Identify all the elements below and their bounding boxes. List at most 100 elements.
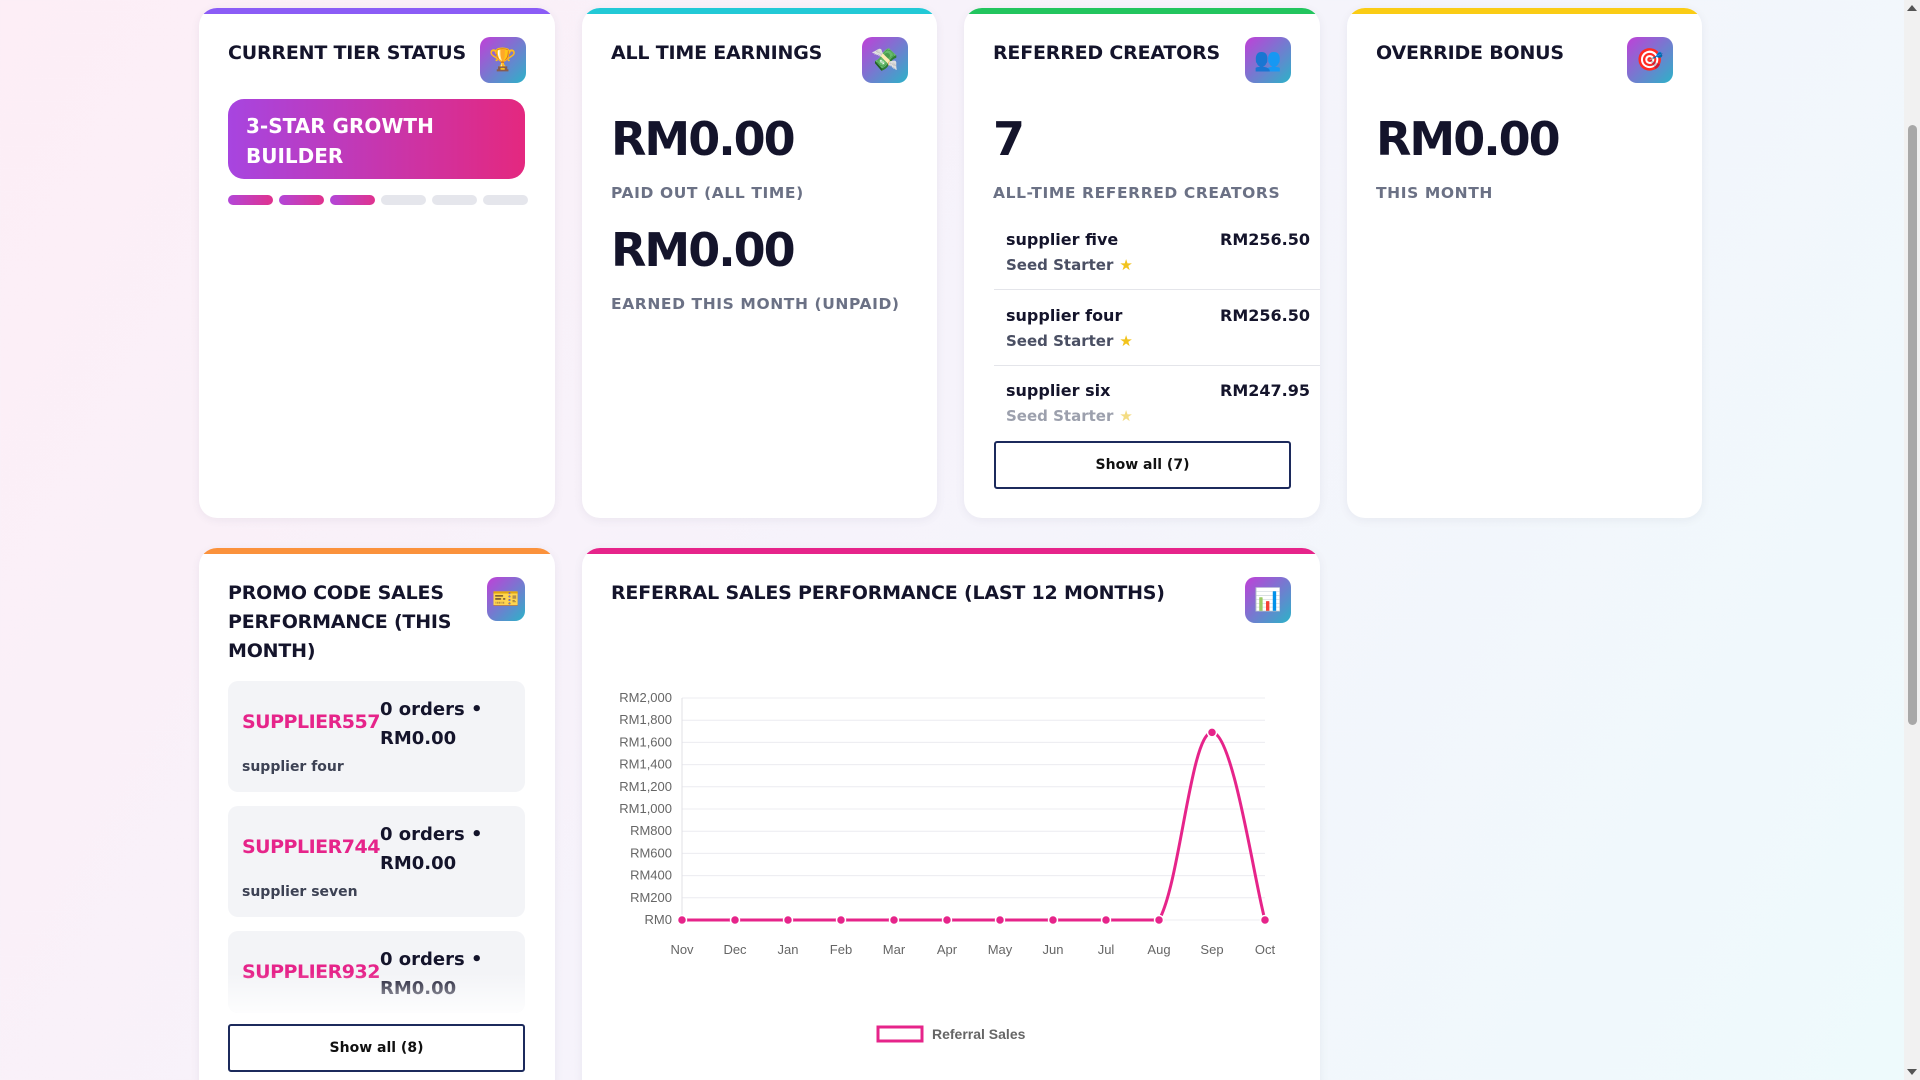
referred-amount: RM256.50 (1220, 230, 1310, 249)
money-icon: 💸 (862, 37, 908, 83)
earnings-card-title: All Time Earnings (611, 42, 823, 64)
y-tick-label: RM2,000 (619, 690, 672, 705)
y-tick-label: RM1,000 (619, 801, 672, 816)
chart-card-accent (582, 548, 1320, 554)
data-point (782, 914, 794, 926)
x-tick-label: May (988, 942, 1013, 957)
progress-step (330, 195, 375, 205)
promo-code-item: SUPPLIER557 0 orders • RM0.00 supplier f… (228, 681, 525, 792)
star-icon: ★ (1119, 332, 1133, 350)
chart-card-title: Referral Sales Performance (Last 12 Mont… (611, 582, 1165, 604)
show-all-promo-button[interactable]: Show all (8) (228, 1024, 525, 1072)
referral-sales-chart-card: Referral Sales Performance (Last 12 Mont… (582, 548, 1320, 1080)
y-tick-label: RM800 (630, 823, 672, 838)
referred-amount: RM256.50 (1220, 306, 1310, 325)
ticket-icon: 🎫 (487, 577, 525, 621)
data-point (835, 914, 847, 926)
referred-name: supplier four (1006, 306, 1123, 325)
legend-label: Referral Sales (932, 1026, 1026, 1042)
promo-code: SUPPLIER744 (242, 836, 380, 858)
referred-amount: RM247.95 (1220, 381, 1310, 400)
data-point (1100, 914, 1112, 926)
data-point (888, 914, 900, 926)
show-all-referred-button[interactable]: Show all (7) (994, 441, 1291, 489)
data-point (676, 914, 688, 926)
progress-step (228, 195, 273, 205)
series-line (682, 730, 1267, 922)
referred-tier: Seed Starter ★ (1006, 256, 1133, 274)
y-tick-label: RM600 (630, 845, 672, 860)
referred-tier-label: Seed Starter (1006, 332, 1114, 350)
x-tick-label: Jan (778, 942, 799, 957)
progress-step (279, 195, 324, 205)
paid-out-label: Paid Out (All Time) (611, 184, 804, 202)
override-card-title: Override Bonus (1376, 42, 1564, 64)
data-point (1047, 914, 1059, 926)
referred-count: 7 (993, 112, 1025, 166)
y-tick-label: RM200 (630, 890, 672, 905)
promo-code: SUPPLIER557 (242, 711, 380, 733)
promo-card-accent (199, 548, 555, 554)
x-tick-label: Feb (830, 942, 852, 957)
progress-step (483, 195, 528, 205)
tier-progress (228, 195, 528, 205)
y-tick-label: RM400 (630, 868, 672, 883)
override-bonus-card: Override Bonus 🎯 RM0.00 This Month (1347, 8, 1702, 518)
tier-status-card: Current Tier Status 🏆 3-Star Growth Buil… (199, 8, 555, 518)
x-tick-label: Nov (670, 942, 694, 957)
referred-row: supplier four RM256.50 Seed Starter ★ (994, 290, 1320, 366)
y-tick-label: RM1,400 (619, 757, 672, 772)
referred-count-label: All-Time Referred Creators (993, 184, 1281, 202)
data-point (994, 914, 1006, 926)
override-label: This Month (1376, 184, 1493, 202)
scroll-down-icon[interactable] (1907, 1069, 1917, 1075)
referred-tier-label: Seed Starter (1006, 407, 1114, 425)
data-point (1153, 914, 1165, 926)
referred-name: supplier five (1006, 230, 1119, 249)
progress-step (381, 195, 426, 205)
scroll-up-icon[interactable] (1907, 5, 1917, 11)
y-tick-label: RM1,200 (619, 779, 672, 794)
page-scrollbar[interactable] (1904, 0, 1920, 1080)
promo-stats: 0 orders • RM0.00 (380, 824, 483, 874)
x-tick-label: Jun (1043, 942, 1064, 957)
data-point (729, 914, 741, 926)
promo-owner: supplier four (242, 759, 344, 775)
scrollbar-thumb[interactable] (1908, 125, 1917, 725)
legend-swatch (876, 1025, 924, 1043)
referred-tier: Seed Starter ★ (1006, 407, 1133, 425)
promo-stats: 0 orders • RM0.00 (380, 699, 483, 749)
promo-code-card: Promo Code Sales Performance (This Month… (199, 548, 555, 1080)
paid-out-value: RM0.00 (611, 112, 796, 166)
referral-sales-chart: RM0 RM200 RM400 RM600 RM800 RM1,000 RM1,200 RM1… (619, 690, 1275, 1043)
month-earned-label: Earned This Month (Unpaid) (611, 295, 900, 313)
referred-creators-card: Referred Creators 👥 7 All-Time Referred … (964, 8, 1320, 518)
x-tick-label: Aug (1147, 942, 1170, 957)
target-icon: 🎯 (1627, 37, 1673, 83)
tier-card-accent (199, 8, 555, 14)
referred-name: supplier six (1006, 381, 1111, 400)
data-point (1206, 727, 1218, 738)
x-tick-label: Dec (723, 942, 747, 957)
people-icon: 👥 (1245, 37, 1291, 83)
x-tick-label: Jul (1098, 942, 1115, 957)
data-point (1259, 914, 1271, 926)
x-tick-label: Mar (883, 942, 906, 957)
x-tick-label: Apr (937, 942, 958, 957)
list-fade (228, 973, 525, 1013)
y-tick-label: RM1,800 (619, 712, 672, 727)
promo-card-title: Promo Code Sales Performance (This Month… (228, 582, 452, 662)
y-tick-label: RM1,600 (619, 734, 672, 749)
earnings-card-accent (582, 8, 937, 14)
referred-card-title: Referred Creators (993, 42, 1221, 64)
x-tick-label: Sep (1200, 942, 1223, 957)
referred-tier: Seed Starter ★ (1006, 332, 1133, 350)
referred-row: supplier six RM247.95 Seed Starter ★ (994, 365, 1320, 441)
trophy-icon: 🏆 (480, 37, 526, 83)
month-earned-value: RM0.00 (611, 223, 796, 277)
override-value: RM0.00 (1376, 112, 1561, 166)
tier-card-title: Current Tier Status (228, 42, 467, 64)
tier-badge: 3-Star Growth Builder (228, 99, 525, 179)
referred-card-accent (964, 8, 1320, 14)
bar-chart-icon: 📊 (1245, 577, 1291, 623)
